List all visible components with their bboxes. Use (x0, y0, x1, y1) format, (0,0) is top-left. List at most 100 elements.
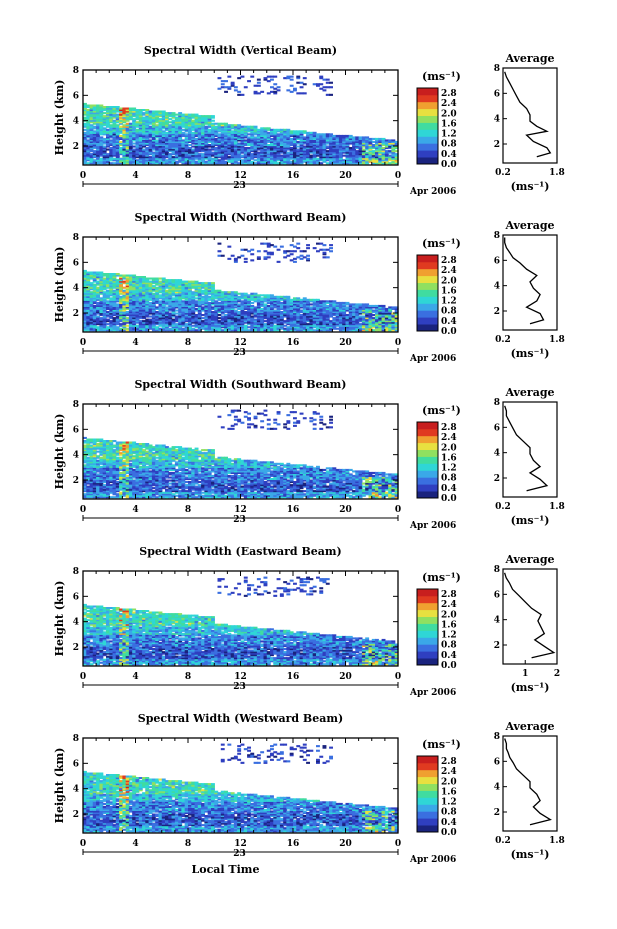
heatmap-cell (165, 295, 169, 298)
heatmap-cell (224, 303, 228, 306)
heatmap-cell (388, 159, 393, 162)
heatmap-cell (296, 148, 301, 151)
heatmap-cell (112, 276, 117, 279)
heatmap-cell (211, 326, 215, 329)
heatmap-cell (312, 83, 317, 86)
heatmap-cell (220, 292, 225, 295)
heatmap-cell (188, 162, 192, 165)
heatmap-cell (273, 128, 278, 131)
heatmap-cell (184, 142, 189, 145)
heatmap-cell (227, 327, 232, 330)
heatmap-cell (165, 309, 169, 312)
heatmap-cell (115, 116, 120, 119)
heatmap-cell (188, 133, 192, 136)
heatmap-cell (106, 118, 110, 121)
heatmap-cell (237, 154, 242, 157)
heatmap-cell (99, 140, 104, 143)
heatmap-cell (191, 160, 196, 163)
heatmap-cell (299, 140, 304, 143)
heatmap-cell (266, 324, 271, 327)
heatmap-cell (279, 323, 284, 326)
heatmap-cell (128, 118, 133, 121)
heatmap-cell (197, 140, 202, 143)
heatmap-cell (220, 315, 225, 318)
heatmap-cell (158, 140, 163, 143)
heatmap-cell (391, 140, 396, 143)
heatmap-cell (112, 274, 117, 277)
heatmap-cell (138, 285, 143, 288)
heatmap-cell (112, 122, 117, 125)
heatmap-cell (109, 314, 114, 317)
heatmap-cell (102, 151, 107, 154)
heatmap-cell (197, 311, 202, 314)
heatmap-cell (122, 160, 127, 163)
heatmap-cell (319, 153, 324, 156)
heatmap-cell (211, 160, 215, 163)
heatmap-cell (270, 318, 274, 321)
heatmap-cell (283, 160, 288, 163)
heatmap-cell (296, 140, 301, 143)
heatmap-cell (279, 154, 284, 157)
heatmap-cell (358, 150, 363, 153)
heatmap-cell (89, 301, 94, 304)
heatmap-cell (99, 118, 104, 121)
heatmap-cell (188, 122, 192, 125)
heatmap-cell (174, 326, 179, 329)
heatmap-cell (293, 142, 297, 145)
heatmap-cell (165, 323, 169, 326)
heatmap-cell (224, 142, 228, 145)
heatmap-cell (158, 160, 163, 163)
heatmap-cell (135, 289, 140, 292)
heatmap-cell (381, 144, 386, 147)
heatmap-cell (233, 291, 238, 294)
heatmap-cell (125, 144, 130, 147)
heatmap-cell (138, 151, 143, 154)
heatmap-cell (171, 298, 176, 301)
heatmap-cell (96, 301, 100, 304)
heatmap-cell (237, 127, 242, 130)
heatmap-cell (256, 145, 261, 148)
heatmap-cell (155, 294, 160, 297)
heatmap-cell (132, 311, 137, 314)
heatmap-cell (128, 122, 133, 125)
heatmap-cell (250, 306, 255, 309)
heatmap-cell (322, 160, 327, 163)
heatmap-cell (106, 137, 110, 140)
heatmap-cell (83, 314, 87, 317)
heatmap-cell (230, 304, 235, 307)
heatmap-cell (263, 329, 268, 332)
heatmap-cell (171, 131, 176, 134)
heatmap-cell (365, 160, 370, 163)
heatmap-cell (276, 306, 281, 309)
heatmap-cell (263, 144, 268, 147)
heatmap-cell (247, 133, 251, 136)
heatmap-cell (188, 127, 192, 130)
heatmap-cell (161, 137, 166, 140)
heatmap-cell (256, 315, 261, 318)
heatmap-cell (309, 162, 314, 165)
heatmap-cell (296, 137, 301, 140)
heatmap-cell (204, 151, 209, 154)
heatmap-cell (96, 307, 100, 310)
heatmap-cell (312, 136, 317, 139)
heatmap-cell (204, 136, 209, 139)
heatmap-cell (181, 122, 186, 125)
heatmap-cell (89, 295, 94, 298)
heatmap-cell (381, 151, 386, 154)
heatmap-cell (283, 162, 288, 165)
heatmap-cell (250, 134, 255, 137)
heatmap-cell (207, 160, 212, 163)
heatmap-cell (102, 286, 107, 289)
heatmap-cell (132, 150, 137, 153)
heatmap-cell (112, 300, 117, 303)
heatmap-cell (106, 136, 110, 139)
heatmap-cell (184, 312, 189, 315)
heatmap-cell (309, 159, 314, 162)
heatmap-cell (165, 311, 169, 314)
heatmap-cell (184, 315, 189, 318)
heatmap-cell (243, 294, 248, 297)
heatmap-cell (96, 317, 100, 320)
heatmap-cell (174, 151, 179, 154)
heatmap-cell (138, 119, 143, 122)
heatmap-cell (289, 160, 294, 163)
